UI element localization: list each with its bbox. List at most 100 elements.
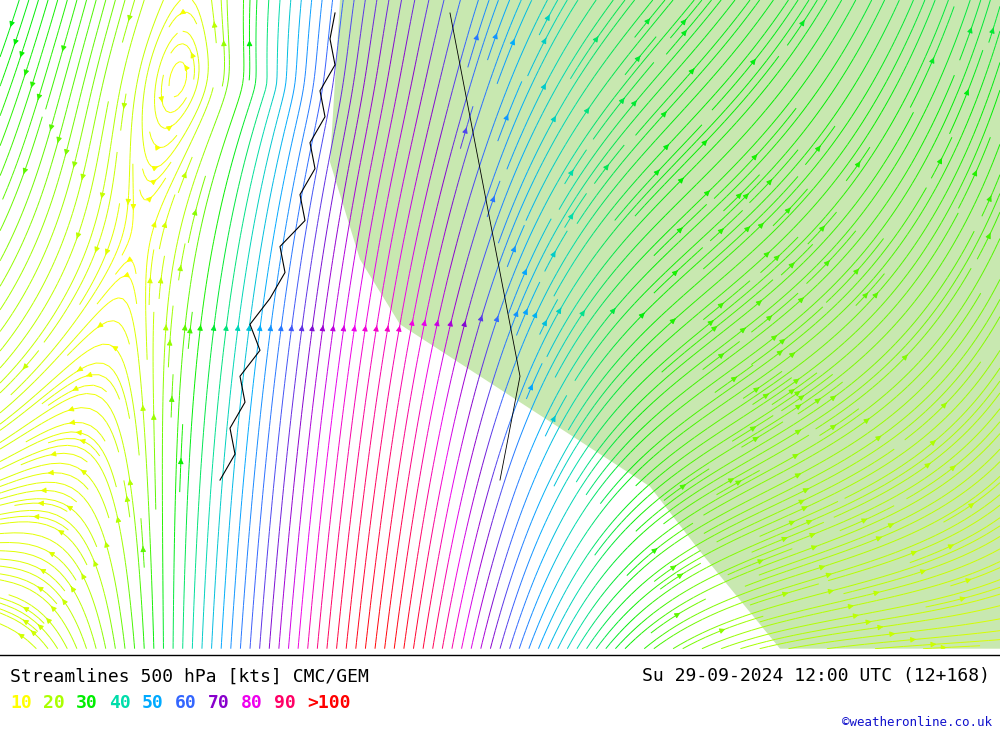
FancyArrowPatch shape [718, 303, 723, 308]
FancyArrowPatch shape [795, 391, 800, 396]
FancyArrowPatch shape [42, 488, 46, 493]
FancyArrowPatch shape [789, 521, 794, 525]
FancyArrowPatch shape [960, 597, 965, 601]
FancyArrowPatch shape [77, 430, 81, 435]
FancyArrowPatch shape [777, 350, 782, 356]
FancyArrowPatch shape [731, 377, 736, 382]
FancyArrowPatch shape [793, 454, 798, 459]
FancyArrowPatch shape [105, 542, 109, 548]
Text: >100: >100 [307, 694, 351, 712]
FancyArrowPatch shape [410, 320, 414, 325]
FancyArrowPatch shape [352, 325, 356, 331]
FancyArrowPatch shape [853, 614, 858, 618]
FancyArrowPatch shape [152, 414, 156, 419]
FancyArrowPatch shape [147, 197, 151, 202]
FancyArrowPatch shape [810, 534, 815, 537]
FancyArrowPatch shape [925, 463, 930, 468]
FancyArrowPatch shape [268, 325, 273, 331]
FancyArrowPatch shape [789, 389, 794, 394]
FancyArrowPatch shape [363, 325, 367, 331]
FancyArrowPatch shape [14, 40, 18, 45]
FancyArrowPatch shape [756, 301, 761, 306]
FancyArrowPatch shape [855, 162, 860, 167]
FancyArrowPatch shape [67, 506, 73, 510]
FancyArrowPatch shape [866, 620, 871, 625]
FancyArrowPatch shape [819, 566, 824, 570]
FancyArrowPatch shape [677, 228, 682, 233]
FancyArrowPatch shape [752, 155, 757, 160]
FancyArrowPatch shape [966, 579, 971, 583]
FancyArrowPatch shape [73, 386, 78, 390]
FancyArrowPatch shape [522, 269, 527, 275]
FancyArrowPatch shape [167, 340, 172, 345]
FancyArrowPatch shape [968, 28, 972, 33]
FancyArrowPatch shape [98, 323, 103, 327]
FancyArrowPatch shape [545, 15, 549, 21]
FancyArrowPatch shape [69, 407, 74, 411]
FancyArrowPatch shape [158, 278, 163, 283]
FancyArrowPatch shape [49, 552, 54, 556]
FancyArrowPatch shape [51, 606, 56, 611]
FancyArrowPatch shape [19, 634, 24, 638]
FancyArrowPatch shape [799, 396, 804, 400]
FancyArrowPatch shape [557, 308, 561, 314]
FancyArrowPatch shape [795, 474, 800, 478]
FancyArrowPatch shape [704, 191, 709, 196]
FancyArrowPatch shape [23, 620, 28, 625]
FancyArrowPatch shape [911, 551, 916, 556]
FancyArrowPatch shape [920, 570, 925, 574]
FancyArrowPatch shape [448, 320, 452, 326]
FancyArrowPatch shape [156, 146, 160, 150]
FancyArrowPatch shape [493, 33, 497, 39]
FancyArrowPatch shape [247, 325, 251, 331]
FancyArrowPatch shape [38, 587, 43, 592]
Text: 10: 10 [10, 694, 32, 712]
FancyArrowPatch shape [20, 51, 24, 57]
FancyArrowPatch shape [185, 65, 189, 70]
FancyArrowPatch shape [639, 313, 644, 318]
FancyArrowPatch shape [510, 40, 514, 45]
Text: 80: 80 [241, 694, 263, 712]
FancyArrowPatch shape [820, 226, 824, 231]
FancyArrowPatch shape [719, 629, 724, 633]
FancyArrowPatch shape [62, 45, 66, 51]
FancyArrowPatch shape [973, 171, 977, 176]
FancyArrowPatch shape [188, 328, 192, 333]
FancyArrowPatch shape [800, 21, 804, 26]
FancyArrowPatch shape [811, 546, 816, 550]
FancyArrowPatch shape [514, 311, 518, 317]
FancyArrowPatch shape [128, 15, 132, 21]
FancyArrowPatch shape [798, 298, 803, 303]
FancyArrowPatch shape [247, 40, 252, 45]
FancyArrowPatch shape [876, 436, 881, 441]
FancyArrowPatch shape [523, 309, 527, 314]
FancyArrowPatch shape [930, 441, 935, 446]
FancyArrowPatch shape [910, 638, 915, 642]
FancyArrowPatch shape [815, 399, 820, 403]
FancyArrowPatch shape [152, 166, 158, 171]
FancyArrowPatch shape [191, 53, 195, 58]
FancyArrowPatch shape [782, 592, 787, 597]
FancyArrowPatch shape [31, 82, 35, 87]
FancyArrowPatch shape [931, 642, 935, 647]
FancyArrowPatch shape [941, 403, 946, 408]
FancyArrowPatch shape [758, 224, 763, 228]
FancyArrowPatch shape [790, 353, 795, 358]
FancyArrowPatch shape [654, 170, 659, 175]
FancyArrowPatch shape [34, 515, 39, 519]
FancyArrowPatch shape [385, 326, 389, 331]
FancyArrowPatch shape [661, 112, 666, 117]
FancyArrowPatch shape [610, 309, 615, 314]
FancyArrowPatch shape [289, 325, 293, 331]
FancyArrowPatch shape [948, 545, 953, 549]
FancyArrowPatch shape [551, 251, 555, 257]
FancyArrowPatch shape [941, 646, 946, 650]
FancyArrowPatch shape [528, 384, 533, 390]
FancyArrowPatch shape [873, 292, 878, 298]
FancyArrowPatch shape [854, 269, 859, 274]
FancyArrowPatch shape [541, 84, 546, 89]
FancyArrowPatch shape [826, 573, 831, 578]
FancyArrowPatch shape [806, 520, 812, 525]
Text: 60: 60 [175, 694, 197, 712]
FancyArrowPatch shape [677, 574, 682, 578]
